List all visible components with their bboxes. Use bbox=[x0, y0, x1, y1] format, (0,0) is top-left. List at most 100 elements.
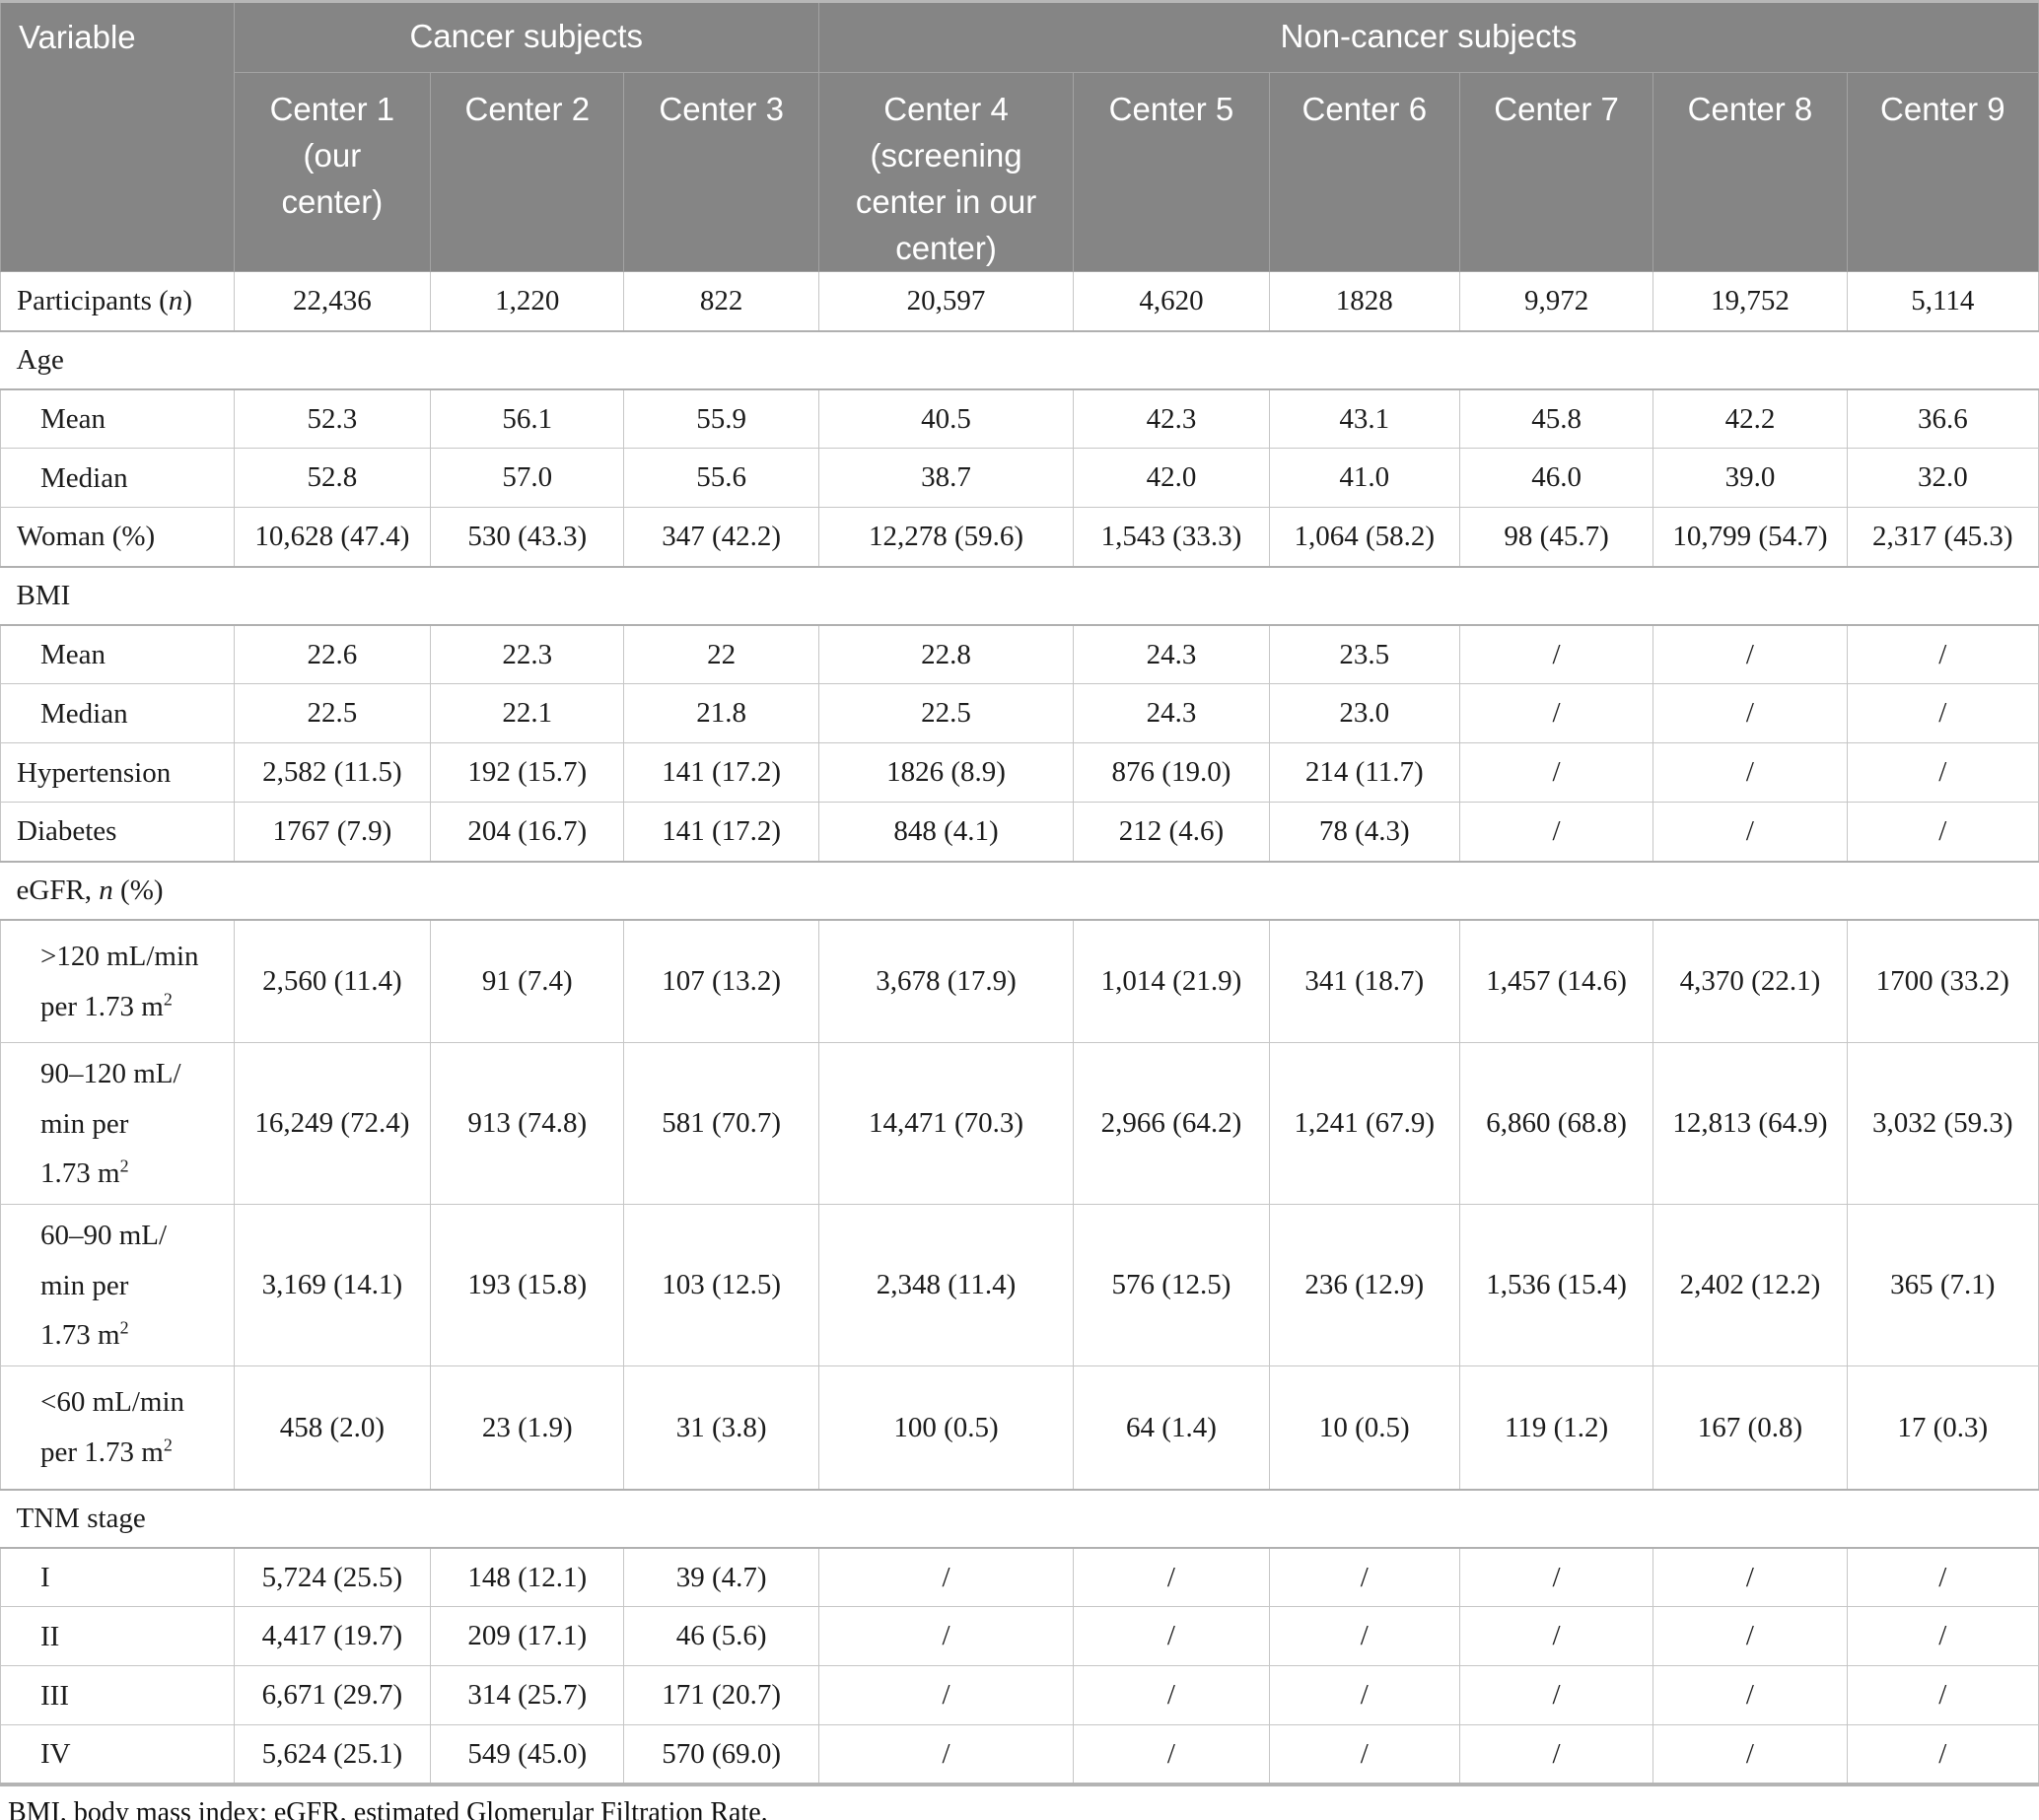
value-cell: 103 (12.5) bbox=[623, 1204, 819, 1367]
value-cell: 1826 (8.9) bbox=[817, 742, 1075, 804]
center-header-row: Center 1 (our center) Center 2 Center 3 … bbox=[1, 71, 2039, 273]
row-label: <60 mL/min per 1.73 m2 bbox=[0, 1365, 235, 1491]
label-text: 60–90 mL/ bbox=[40, 1219, 168, 1251]
table-row: Median 22.5 22.1 21.8 22.5 24.3 23.0// / bbox=[0, 683, 2039, 744]
table-row: IV 5,624 (25.1) 549 (45.0) 570 (69.0) / / / / / / bbox=[0, 1724, 2039, 1786]
value-cell: / bbox=[817, 1606, 1075, 1667]
section-row: BMI bbox=[0, 565, 2039, 626]
value-cell: 204 (16.7) bbox=[430, 802, 625, 863]
value-cell: 22.5 bbox=[817, 683, 1075, 744]
value-cell: / bbox=[1846, 1665, 2039, 1726]
value-cell: / bbox=[817, 1665, 1075, 1726]
value-cell: 23.0 bbox=[1268, 683, 1460, 744]
row-label: Median bbox=[0, 683, 235, 744]
value-cell: 42.3 bbox=[1073, 388, 1270, 450]
row-label: II bbox=[0, 1606, 235, 1667]
value-cell: / bbox=[1268, 1724, 1460, 1786]
value-cell: 341 (18.7) bbox=[1268, 919, 1460, 1044]
value-cell: 347 (42.2) bbox=[623, 507, 819, 568]
value-cell: 32.0 bbox=[1846, 448, 2039, 509]
value-cell: 570 (69.0) bbox=[623, 1724, 819, 1786]
value-cell: 913 (74.8) bbox=[430, 1042, 625, 1206]
label-text: Median bbox=[40, 461, 128, 494]
group-header-non-cancer: Non-cancer subjects bbox=[817, 1, 2039, 73]
table-row: <60 mL/min per 1.73 m2 458 (2.0) 23 (1.9) 31… bbox=[0, 1365, 2039, 1491]
table-row: II 4,417 (19.7) 209 (17.1) 46 (5.6) / / / / / / bbox=[0, 1606, 2039, 1667]
label-text: min per bbox=[40, 1269, 129, 1301]
value-cell: 20,597 bbox=[817, 271, 1075, 332]
value-cell: 14,471 (70.3) bbox=[817, 1042, 1075, 1206]
value-cell: 141 (17.2) bbox=[623, 742, 819, 804]
value-cell: 2,560 (11.4) bbox=[233, 919, 432, 1044]
label-text: Participants ( bbox=[17, 285, 169, 317]
value-cell: 100 (0.5) bbox=[817, 1365, 1075, 1491]
value-cell: 1,457 (14.6) bbox=[1458, 919, 1654, 1044]
label-text: (%) bbox=[112, 874, 164, 906]
value-cell: 24.3 bbox=[1073, 683, 1270, 744]
row-label: Mean bbox=[0, 388, 235, 450]
table-row: Hypertension 2,582 (11.5) 192 (15.7) 141 (1… bbox=[0, 742, 2039, 804]
value-cell: 38.7 bbox=[817, 448, 1075, 509]
value-cell: 167 (0.8) bbox=[1652, 1365, 1848, 1491]
label-text: Woman (%) bbox=[17, 521, 156, 553]
value-cell: / bbox=[1458, 1665, 1654, 1726]
label-text: TNM stage bbox=[16, 1502, 146, 1534]
label-text: per 1.73 m bbox=[40, 1436, 164, 1469]
value-cell: 822 bbox=[623, 271, 819, 332]
variable-column-header: Variable bbox=[0, 0, 235, 273]
column-header-center-4: Center 4 (screening center in our center… bbox=[817, 71, 1075, 273]
value-cell: / bbox=[1846, 1724, 2039, 1786]
value-cell: 3,169 (14.1) bbox=[233, 1204, 432, 1367]
value-cell: 2,317 (45.3) bbox=[1846, 507, 2039, 568]
value-cell: 107 (13.2) bbox=[623, 919, 819, 1044]
value-cell: 19,752 bbox=[1652, 271, 1848, 332]
value-cell: 39 (4.7) bbox=[623, 1547, 819, 1608]
section-label: BMI bbox=[0, 565, 2039, 626]
label-text: I bbox=[40, 1561, 50, 1593]
superscript-text: 2 bbox=[119, 1155, 129, 1176]
value-cell: / bbox=[1652, 802, 1848, 863]
row-label: Woman (%) bbox=[0, 507, 235, 568]
value-cell: 52.3 bbox=[233, 388, 432, 450]
value-cell: 1,014 (21.9) bbox=[1073, 919, 1270, 1044]
value-cell: 39.0 bbox=[1652, 448, 1848, 509]
value-cell: 9,972 bbox=[1458, 271, 1654, 332]
value-cell: 40.5 bbox=[817, 388, 1075, 450]
column-header-center-1: Center 1 (our center) bbox=[233, 71, 432, 273]
value-cell: 1,543 (33.3) bbox=[1073, 507, 1270, 568]
value-cell: 22.8 bbox=[817, 624, 1075, 685]
table-row: Mean 22.6 22.3 22 22.8 24.3 23.5// / bbox=[0, 624, 2039, 685]
label-text: Age bbox=[16, 343, 64, 376]
value-cell: 2,966 (64.2) bbox=[1073, 1042, 1270, 1206]
row-label: Diabetes bbox=[0, 802, 235, 863]
value-cell: / bbox=[1268, 1606, 1460, 1667]
value-cell: 6,860 (68.8) bbox=[1458, 1042, 1654, 1206]
section-row: TNM stage bbox=[0, 1488, 2039, 1549]
value-cell: 55.9 bbox=[623, 388, 819, 450]
row-label: 90–120 mL/min per 1.73 m2 bbox=[0, 1042, 235, 1206]
value-cell: / bbox=[1458, 802, 1654, 863]
label-text: eGFR, bbox=[16, 874, 100, 906]
column-header-center-5: Center 5 bbox=[1073, 71, 1270, 273]
label-text: min per bbox=[40, 1107, 129, 1140]
table-row: Participants (n) 22,436 1,220 822 20,597 4,62… bbox=[0, 271, 2039, 332]
value-cell: 12,278 (59.6) bbox=[817, 507, 1075, 568]
value-cell: / bbox=[1073, 1606, 1270, 1667]
label-text: >120 mL/min bbox=[40, 940, 199, 972]
value-cell: / bbox=[1073, 1547, 1270, 1608]
column-header-center-3: Center 3 bbox=[623, 71, 819, 273]
value-cell: 23.5 bbox=[1268, 624, 1460, 685]
value-cell: / bbox=[1652, 624, 1848, 685]
value-cell: 119 (1.2) bbox=[1458, 1365, 1654, 1491]
label-text: BMI bbox=[16, 579, 71, 611]
value-cell: 549 (45.0) bbox=[430, 1724, 625, 1786]
value-cell: 1767 (7.9) bbox=[233, 802, 432, 863]
superscript-text: 2 bbox=[163, 989, 173, 1010]
value-cell: 57.0 bbox=[430, 448, 625, 509]
value-cell: 17 (0.3) bbox=[1846, 1365, 2039, 1491]
value-cell: 1,241 (67.9) bbox=[1268, 1042, 1460, 1206]
value-cell: 46 (5.6) bbox=[623, 1606, 819, 1667]
value-cell: 2,402 (12.2) bbox=[1652, 1204, 1848, 1367]
value-cell: 24.3 bbox=[1073, 624, 1270, 685]
value-cell: / bbox=[817, 1547, 1075, 1608]
